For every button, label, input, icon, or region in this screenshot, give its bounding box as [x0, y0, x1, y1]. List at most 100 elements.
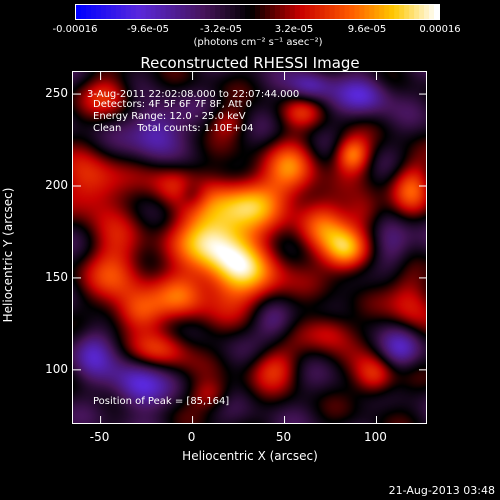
colorbar-segment	[329, 5, 336, 19]
colorbar-segment	[150, 5, 157, 19]
colorbar-segment	[424, 5, 430, 19]
colorbar-segment	[404, 5, 410, 19]
colorbar-segment	[344, 5, 351, 19]
colorbar-segment	[95, 5, 102, 19]
colorbar-segment	[284, 5, 291, 19]
colorbar-segment	[324, 5, 331, 19]
colorbar-tick-label: -3.2e-05	[200, 24, 242, 35]
colorbar-segment	[274, 5, 281, 19]
x-tick-label: -50	[89, 430, 110, 444]
x-tick-label: 50	[275, 430, 292, 444]
x-tick-label: 0	[187, 430, 196, 444]
colorbar-segment	[299, 5, 306, 19]
colorbar-segment	[255, 5, 261, 19]
colorbar-segment	[140, 5, 147, 19]
colorbar-segment	[175, 5, 182, 19]
colorbar-segment	[225, 5, 231, 19]
colorbar-segment	[180, 5, 186, 19]
colorbar-segment	[434, 5, 439, 19]
colorbar-segment	[279, 5, 286, 19]
colorbar-segment	[215, 5, 221, 19]
colorbar-segment	[185, 5, 191, 19]
colorbar-segment	[304, 5, 311, 19]
colorbar-segment	[200, 5, 206, 19]
axis-tick-marks	[73, 72, 426, 423]
colorbar-segment	[100, 5, 107, 19]
y-axis-label: Heliocentric Y (arcsec)	[1, 187, 15, 323]
colorbar-units: (photons cm⁻² s⁻¹ asec⁻²)	[193, 37, 323, 48]
colorbar-segment	[369, 5, 375, 19]
colorbar-segment	[349, 5, 356, 19]
colorbar-segment	[80, 5, 87, 19]
colorbar-segment	[364, 5, 370, 19]
colorbar-segment	[170, 5, 177, 19]
colorbar-segment	[135, 5, 142, 19]
plot-area: 3-Aug-2011 22:02:08.000 to 22:07:44.000 …	[72, 71, 427, 424]
colorbar-segment	[155, 5, 162, 19]
colorbar-segment	[205, 5, 211, 19]
colorbar-segment	[259, 5, 266, 19]
colorbar-segment	[240, 5, 246, 19]
colorbar-segment	[354, 5, 361, 19]
y-tick-label: 100	[45, 361, 68, 376]
colorbar-segment	[120, 5, 127, 19]
annotation-detectors: Detectors: 4F 5F 6F 7F 8F, Att 0	[93, 99, 253, 110]
colorbar-segment	[359, 5, 366, 19]
colorbar-segment	[269, 5, 276, 19]
colorbar-tick-label: 9.6e-05	[347, 24, 387, 35]
colorbar-segment	[389, 5, 395, 19]
colorbar-segment	[264, 5, 271, 19]
colorbar-segment	[76, 5, 82, 19]
y-tick-label: 200	[45, 177, 68, 192]
colorbar-segment	[105, 5, 112, 19]
colorbar-tick-label: 3.2e-05	[274, 24, 314, 35]
colorbar-segment	[319, 5, 326, 19]
x-axis-label: Heliocentric X (arcsec)	[182, 449, 318, 463]
colorbar-segment	[394, 5, 400, 19]
colorbar-tick-label: -0.00016	[52, 24, 98, 35]
colorbar-segment	[90, 5, 97, 19]
chart-title: Reconstructed RHESSI Image	[140, 54, 360, 72]
y-tick-label: 250	[45, 86, 68, 101]
annotation-peak-position: Position of Peak = [85,164]	[93, 396, 230, 407]
colorbar-segment	[220, 5, 226, 19]
colorbar-segment	[125, 5, 132, 19]
annotation-energy-range: Energy Range: 12.0 - 25.0 keV	[93, 111, 246, 122]
timestamp: 21-Aug-2013 03:48	[388, 484, 495, 497]
colorbar-segment	[110, 5, 117, 19]
y-tick-label: 150	[45, 269, 68, 284]
annotation-time-range: 3-Aug-2011 22:02:08.000 to 22:07:44.000	[87, 89, 300, 100]
colorbar-segment	[230, 5, 236, 19]
colorbar	[75, 4, 440, 20]
colorbar-segment	[115, 5, 122, 19]
colorbar-segment	[195, 5, 201, 19]
colorbar-segment	[339, 5, 346, 19]
colorbar-segment	[165, 5, 172, 19]
colorbar-segment	[334, 5, 341, 19]
colorbar-segment	[384, 5, 390, 19]
colorbar-segment	[409, 5, 415, 19]
colorbar-segment	[399, 5, 405, 19]
colorbar-segment	[245, 5, 251, 19]
colorbar-segment	[289, 5, 296, 19]
colorbar-segment	[210, 5, 216, 19]
colorbar-tick-label: 0.00016	[419, 24, 461, 35]
colorbar-segment	[250, 5, 256, 19]
colorbar-segment	[429, 5, 435, 19]
colorbar-segment	[374, 5, 380, 19]
colorbar-segment	[160, 5, 167, 19]
colorbar-segment	[379, 5, 385, 19]
colorbar-segment	[294, 5, 301, 19]
colorbar-segment	[235, 5, 241, 19]
annotation-clean-counts: Clean Total counts: 1.10E+04	[93, 123, 254, 134]
colorbar-segment	[414, 5, 420, 19]
colorbar-segment	[419, 5, 425, 19]
colorbar-segment	[314, 5, 321, 19]
colorbar-segment	[190, 5, 196, 19]
x-tick-label: 100	[364, 430, 387, 444]
colorbar-tick-label: -9.6e-05	[127, 24, 169, 35]
colorbar-segment	[309, 5, 316, 19]
colorbar-segment	[145, 5, 152, 19]
heatmap-image	[73, 72, 426, 423]
colorbar-segment	[130, 5, 137, 19]
